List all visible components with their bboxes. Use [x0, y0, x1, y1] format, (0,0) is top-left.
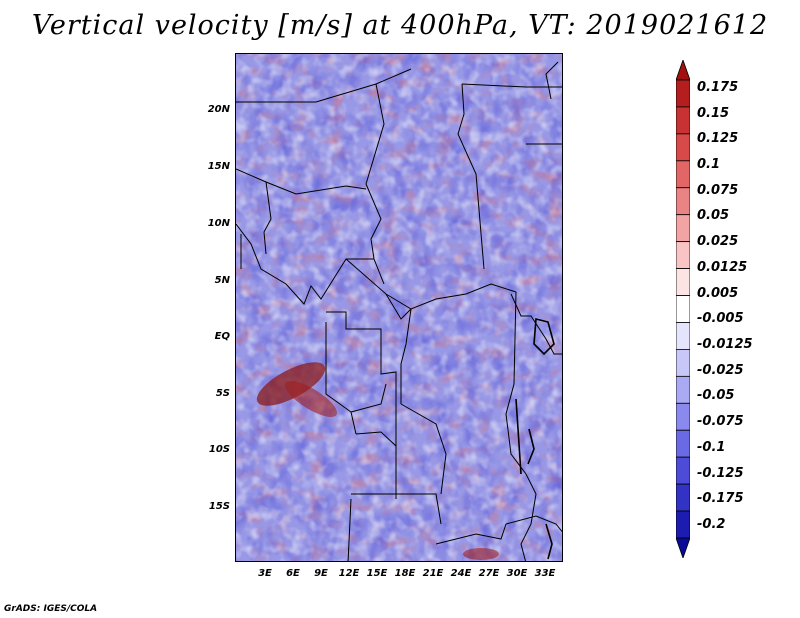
- colorbar-label: -0.025: [697, 363, 744, 378]
- colorbar-segment: [676, 537, 690, 558]
- colorbar-label: 0.005: [697, 286, 739, 301]
- colorbar-segment: [676, 106, 690, 135]
- lat-label: 20N: [207, 104, 230, 115]
- lat-label: 15N: [207, 161, 230, 172]
- map-panel: [235, 53, 563, 562]
- map-title: Vertical velocity [m/s] at 400hPa, VT: 2…: [31, 10, 769, 41]
- lon-label: 21E: [422, 568, 444, 579]
- lat-label: 10N: [207, 218, 230, 229]
- colorbar-label: -0.1: [697, 440, 726, 455]
- colorbar-segment: [676, 79, 690, 108]
- colorbar-label: 0.175: [697, 80, 739, 95]
- colorbar-label: -0.075: [697, 414, 744, 429]
- colorbar-segment: [676, 60, 690, 81]
- colorbar-segment: [676, 483, 690, 512]
- colorbar-label: 0.0125: [697, 260, 748, 275]
- colorbar-label: -0.005: [697, 311, 744, 326]
- colorbar-segment: [676, 133, 690, 162]
- lon-label: 15E: [366, 568, 388, 579]
- velocity-field: [236, 54, 562, 561]
- lat-label: 10S: [208, 444, 230, 455]
- colorbar-label: 0.15: [697, 106, 730, 121]
- colorbar-label: 0.025: [697, 234, 739, 249]
- credit-text: GrADS: IGES/COLA: [4, 604, 98, 614]
- colorbar-segment: [676, 214, 690, 243]
- colorbar-label: 0.075: [697, 183, 739, 198]
- lon-label: 3E: [258, 568, 272, 579]
- colorbar-segment: [676, 429, 690, 458]
- colorbar-label: -0.0125: [697, 337, 753, 352]
- lon-label: 30E: [506, 568, 528, 579]
- lon-label: 33E: [534, 568, 556, 579]
- colorbar-label: 0.1: [697, 157, 721, 172]
- colorbar-label: 0.125: [697, 131, 739, 146]
- colorbar-segment: [676, 510, 690, 539]
- colorbar-segment: [676, 241, 690, 269]
- colorbar-label: 0.05: [697, 208, 730, 223]
- colorbar-segment: [676, 322, 690, 350]
- colorbar-segment: [676, 268, 690, 296]
- colorbar: [676, 60, 690, 558]
- lat-label: 15S: [208, 501, 230, 512]
- colorbar-label: -0.2: [697, 517, 726, 532]
- colorbar-segment: [676, 375, 690, 404]
- colorbar-segment: [676, 160, 690, 189]
- lon-label: 18E: [394, 568, 416, 579]
- lon-label: 24E: [450, 568, 472, 579]
- colorbar-label: -0.05: [697, 388, 735, 403]
- colorbar-segment: [676, 402, 690, 431]
- lat-label: EQ: [214, 331, 230, 342]
- lon-label: 27E: [478, 568, 500, 579]
- lat-label: 5S: [215, 388, 230, 399]
- colorbar-label: -0.175: [697, 491, 744, 506]
- lat-label: 5N: [214, 275, 230, 286]
- lon-label: 12E: [338, 568, 360, 579]
- lon-label: 6E: [286, 568, 300, 579]
- colorbar-segment: [676, 187, 690, 216]
- colorbar-segment: [676, 456, 690, 485]
- colorbar-segment: [676, 349, 690, 377]
- colorbar-segment: [676, 295, 690, 323]
- colorbar-label: -0.125: [697, 466, 744, 481]
- lon-label: 9E: [314, 568, 328, 579]
